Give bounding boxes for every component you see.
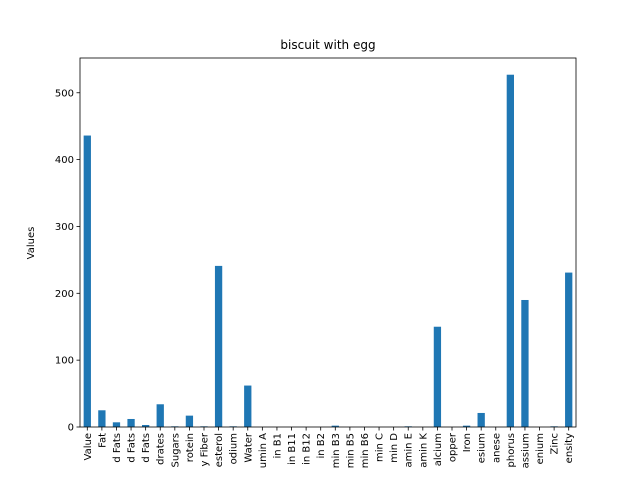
bar: [214, 265, 223, 427]
bar: [244, 385, 252, 427]
bar: [142, 424, 150, 427]
x-tick-label: Water: [243, 432, 254, 462]
bar: [112, 422, 121, 427]
x-tick-label: min B5: [345, 433, 356, 468]
x-tick-label: min C: [375, 433, 386, 462]
y-tick-label: 100: [55, 356, 74, 367]
y-tick-label: 400: [55, 155, 74, 166]
x-tick-label: esterol: [214, 433, 225, 467]
x-tick-label: in B2: [316, 433, 327, 459]
x-tick-label: d Fats: [127, 433, 138, 463]
x-tick-label: Value: [83, 433, 94, 460]
x-tick-label: phorus: [506, 433, 517, 467]
bar: [477, 412, 485, 427]
bar: [462, 425, 471, 427]
bar: [521, 299, 529, 427]
x-tick-label: in B11: [287, 433, 298, 465]
y-ticks-group: 0 100 200 300 400 500: [55, 88, 80, 434]
bar: [98, 410, 106, 427]
x-tick-label: alcium: [433, 433, 444, 466]
x-tick-label: Fat: [97, 433, 108, 448]
plot-frame: [79, 57, 577, 428]
x-tick-label: in B12: [302, 433, 313, 465]
x-tick-label: amin E: [404, 433, 415, 467]
x-tick-label: d Fats: [141, 433, 152, 463]
bars-group: [83, 74, 573, 428]
x-tick-label: in B1: [272, 433, 283, 459]
x-tick-label: min B3: [331, 433, 342, 468]
x-tick-label: ensity: [564, 433, 575, 463]
y-axis-label: Values: [26, 227, 37, 260]
bar: [83, 135, 91, 428]
x-tick-label: Zinc: [550, 433, 561, 454]
bar: [185, 415, 194, 427]
y-tick-label: 0: [68, 423, 74, 434]
bar: [127, 418, 135, 427]
x-tick-label: assium: [520, 433, 531, 468]
bar: [433, 326, 442, 427]
x-tick-label: umin A: [258, 433, 269, 468]
bar: [156, 404, 164, 427]
x-tick-label: min D: [389, 433, 400, 463]
x-tick-label: min B6: [360, 433, 371, 468]
x-tick-label: y Fiber: [200, 432, 211, 466]
x-tick-label: esium: [477, 433, 488, 463]
chart-title: biscuit with egg: [280, 38, 375, 52]
y-tick-label: 300: [55, 222, 74, 233]
x-tick-label: Iron: [462, 433, 473, 452]
x-tick-label: drates: [156, 433, 167, 465]
x-tick-label: opper: [448, 432, 459, 462]
bar: [506, 74, 514, 427]
x-tick-label: amin K: [418, 433, 429, 468]
bar: [331, 425, 339, 427]
x-tick-label: odium: [229, 433, 240, 464]
bar: [565, 272, 573, 427]
x-tick-label: enium: [535, 433, 546, 464]
x-tick-label: anese: [491, 433, 502, 463]
x-tick-label: d Fats: [112, 433, 123, 463]
x-ticks-group: Value Fat d Fats d Fats d Fats drates Sugars ro…: [83, 427, 575, 468]
y-tick-label: 200: [55, 289, 74, 300]
y-tick-label: 500: [55, 88, 74, 99]
x-tick-label: Sugars: [170, 433, 181, 467]
x-tick-label: rotein: [185, 433, 196, 462]
